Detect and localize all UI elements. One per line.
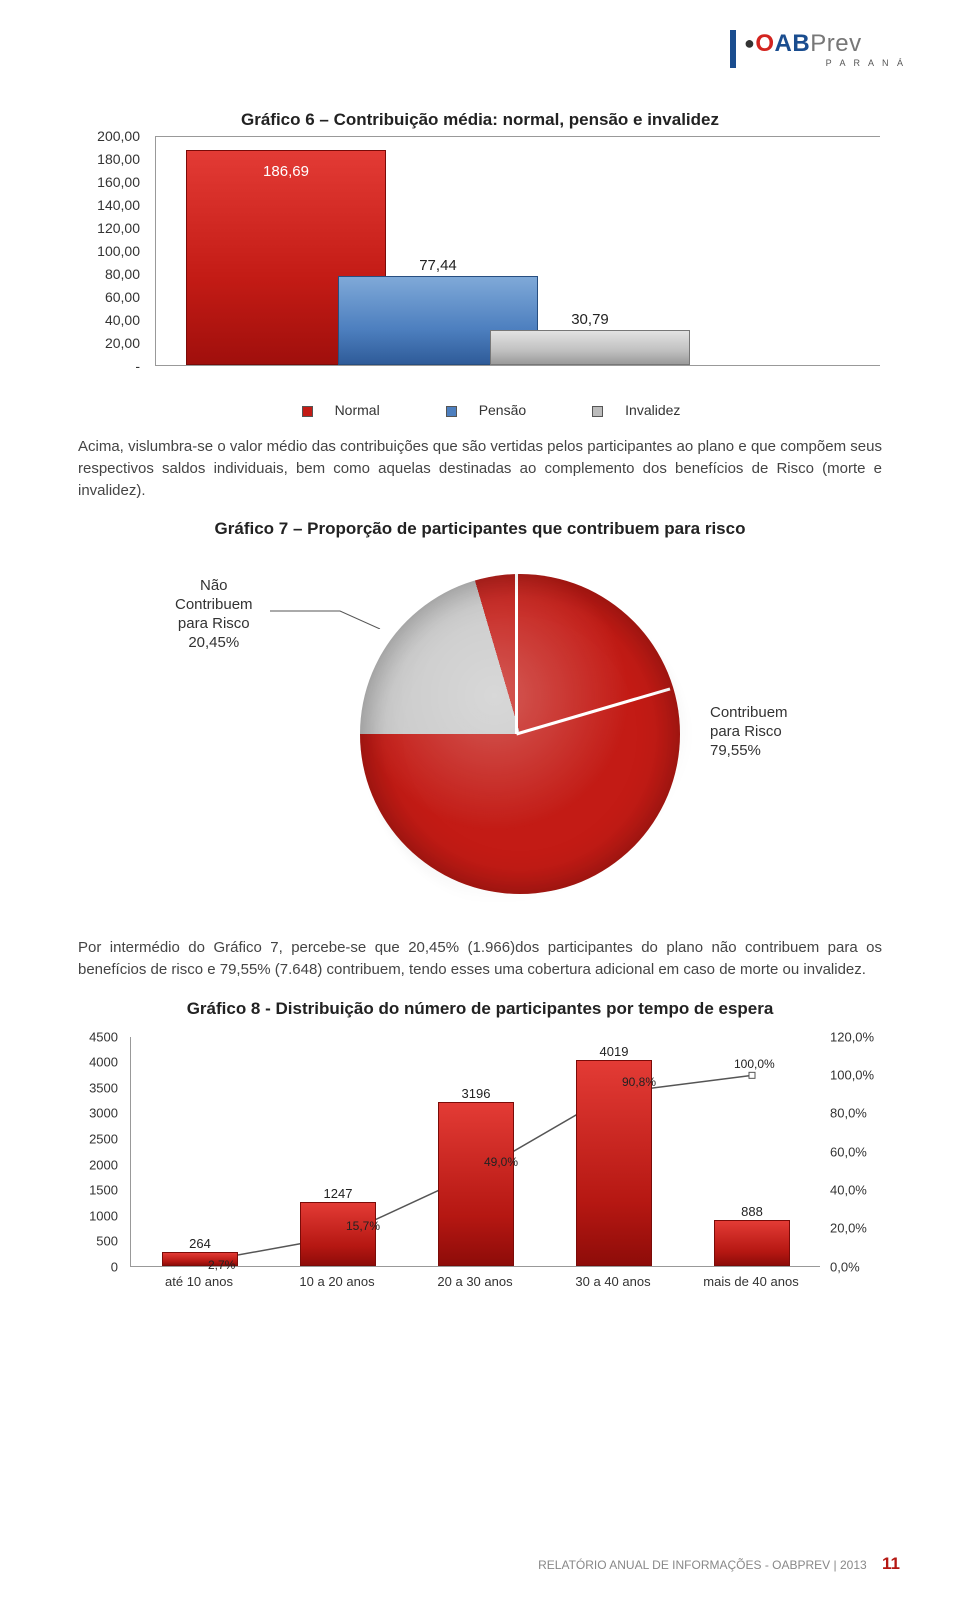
chart8-xlabel: mais de 40 anos [681, 1274, 821, 1289]
chart6-legend-item: Pensão [424, 402, 526, 418]
chart6-ytick: 160,00 [80, 174, 140, 190]
chart8-y1tick: 2000 [70, 1157, 118, 1172]
chart6-ytick: 100,00 [80, 243, 140, 259]
chart8-bar: 1247 [300, 1202, 376, 1266]
chart7-title: Gráfico 7 – Proporção de participantes q… [70, 519, 890, 539]
page-footer: RELATÓRIO ANUAL DE INFORMAÇÕES - OABPREV… [538, 1554, 900, 1574]
brand-logo: ●OABPrev P A R A N Á [730, 30, 910, 68]
paragraph-1: Acima, vislumbra-se o valor médio das co… [78, 436, 882, 501]
chart6-ytick: 40,00 [80, 312, 140, 328]
chart8-line-label: 100,0% [734, 1057, 775, 1071]
chart6-bar: 30,79 [490, 330, 690, 365]
chart8-y1tick: 1500 [70, 1183, 118, 1198]
brand-word: ●OABPrev [744, 30, 910, 58]
chart8-y2tick: 120,0% [830, 1029, 890, 1044]
chart6-ytick: 140,00 [80, 197, 140, 213]
chart8: 4500 4000 3500 3000 2500 2000 1500 1000 500 0 120… [70, 1027, 890, 1307]
chart8-y2tick: 100,0% [830, 1068, 890, 1083]
pie-disc [360, 574, 700, 914]
chart6-ytick: 60,00 [80, 289, 140, 305]
paragraph-2: Por intermédio do Gráfico 7, percebe-se … [78, 937, 882, 981]
chart8-xlabel: 20 a 30 anos [405, 1274, 545, 1289]
chart8-y2tick: 60,0% [830, 1144, 890, 1159]
chart8-line-label: 49,0% [484, 1155, 518, 1169]
pie-label-left: NãoContribuempara Risco20,45% [175, 577, 253, 652]
chart8-bar: 4019 [576, 1060, 652, 1265]
pie-label-right: Contribuempara Risco79,55% [710, 704, 788, 760]
chart6-ytick: - [80, 358, 140, 374]
chart8-line-label: 2,7% [208, 1258, 235, 1272]
chart8-bar: 888 [714, 1220, 790, 1265]
chart8-y1tick: 2500 [70, 1131, 118, 1146]
chart6-title: Gráfico 6 – Contribuição média: normal, … [70, 110, 890, 130]
chart8-y2tick: 40,0% [830, 1183, 890, 1198]
chart8-y1tick: 3000 [70, 1106, 118, 1121]
chart8-y1tick: 1000 [70, 1208, 118, 1223]
chart6-legend-item: Normal [280, 402, 380, 418]
chart6-ytick: 200,00 [80, 128, 140, 144]
chart8-y1tick: 4000 [70, 1055, 118, 1070]
chart6: Gráfico 6 – Contribuição média: normal, … [70, 110, 890, 418]
chart8-line-label: 90,8% [622, 1075, 656, 1089]
chart6-ytick: 20,00 [80, 335, 140, 351]
chart8-y2tick: 0,0% [830, 1259, 890, 1274]
page-number: 11 [882, 1554, 900, 1573]
chart8-bar: 3196 [438, 1102, 514, 1265]
chart6-ytick: 80,00 [80, 266, 140, 282]
chart8-y2tick: 20,0% [830, 1221, 890, 1236]
chart6-ytick: 120,00 [80, 220, 140, 236]
chart8-xlabel: 10 a 20 anos [267, 1274, 407, 1289]
chart8-xlabel: 30 a 40 anos [543, 1274, 683, 1289]
chart8-y2tick: 80,0% [830, 1106, 890, 1121]
chart8-y1tick: 3500 [70, 1080, 118, 1095]
chart6-legend: Normal Pensão Invalidez [70, 402, 890, 418]
chart8-y1tick: 4500 [70, 1029, 118, 1044]
brand-subtitle: P A R A N Á [744, 58, 910, 68]
footer-text: RELATÓRIO ANUAL DE INFORMAÇÕES - OABPREV… [538, 1558, 867, 1572]
chart8-y1tick: 500 [70, 1234, 118, 1249]
chart8-title: Gráfico 8 - Distribuição do número de pa… [70, 999, 890, 1019]
chart7: NãoContribuempara Risco20,45% Contribuem… [70, 549, 890, 919]
chart8-y1tick: 0 [70, 1259, 118, 1274]
chart6-ytick: 180,00 [80, 151, 140, 167]
chart8-line-label: 15,7% [346, 1219, 380, 1233]
chart8-xlabel: até 10 anos [129, 1274, 269, 1289]
chart6-legend-item: Invalidez [570, 402, 680, 418]
